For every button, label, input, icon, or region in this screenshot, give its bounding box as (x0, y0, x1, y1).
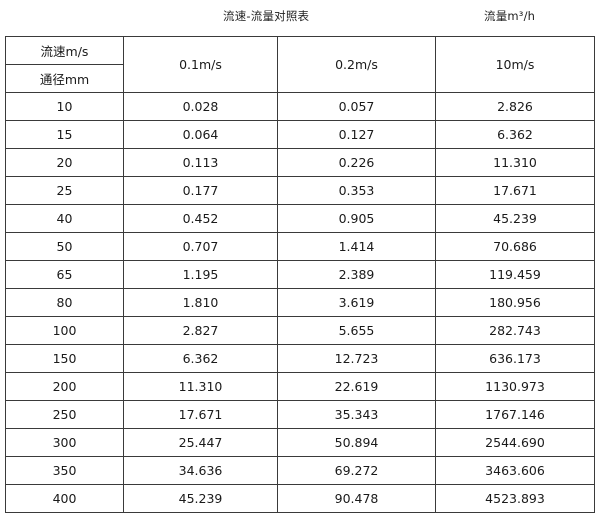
table-row: 150 6.362 12.723 636.173 (5, 344, 595, 373)
cell-flow-0-1ms: 11.310 (123, 372, 278, 401)
cell-flow-10ms: 70.686 (435, 232, 595, 261)
column-header-0-2-ms: 0.2m/s (277, 36, 436, 93)
cell-flow-0-2ms: 3.619 (277, 288, 436, 317)
cell-diameter: 250 (5, 400, 124, 429)
cell-flow-10ms: 4523.893 (435, 484, 595, 513)
cell-flow-0-2ms: 0.127 (277, 120, 436, 149)
table-row: 40 0.452 0.905 45.239 (5, 204, 595, 233)
cell-flow-0-2ms: 2.389 (277, 260, 436, 289)
cell-flow-0-2ms: 50.894 (277, 428, 436, 457)
table-row: 80 1.810 3.619 180.956 (5, 288, 595, 317)
cell-flow-0-1ms: 0.064 (123, 120, 278, 149)
table-row: 300 25.447 50.894 2544.690 (5, 428, 595, 457)
cell-diameter: 300 (5, 428, 124, 457)
cell-flow-0-2ms: 0.353 (277, 176, 436, 205)
table-row: 50 0.707 1.414 70.686 (5, 232, 595, 261)
cell-diameter: 80 (5, 288, 124, 317)
cell-flow-0-1ms: 34.636 (123, 456, 278, 485)
table-row: 65 1.195 2.389 119.459 (5, 260, 595, 289)
cell-flow-0-2ms: 69.272 (277, 456, 436, 485)
table-row: 25 0.177 0.353 17.671 (5, 176, 595, 205)
cell-diameter: 50 (5, 232, 124, 261)
cell-flow-0-2ms: 35.343 (277, 400, 436, 429)
cell-flow-0-1ms: 0.452 (123, 204, 278, 233)
cell-flow-0-1ms: 25.447 (123, 428, 278, 457)
cell-flow-10ms: 6.362 (435, 120, 595, 149)
cell-flow-10ms: 119.459 (435, 260, 595, 289)
corner-header-diameter-label: 通径mm (5, 64, 124, 93)
cell-flow-0-2ms: 5.655 (277, 316, 436, 345)
table-header-row-top: 流速m/s 0.1m/s 0.2m/s 10m/s (5, 36, 595, 93)
cell-flow-10ms: 282.743 (435, 316, 595, 345)
cell-flow-0-2ms: 22.619 (277, 372, 436, 401)
cell-flow-0-2ms: 0.057 (277, 92, 436, 121)
cell-diameter: 100 (5, 316, 124, 345)
table-row: 100 2.827 5.655 282.743 (5, 316, 595, 345)
cell-flow-10ms: 2544.690 (435, 428, 595, 457)
cell-flow-0-1ms: 0.113 (123, 148, 278, 177)
flow-velocity-table: 流速m/s 0.1m/s 0.2m/s 10m/s 通径mm 10 0.028 … (5, 36, 595, 513)
cell-diameter: 65 (5, 260, 124, 289)
table-row: 200 11.310 22.619 1130.973 (5, 372, 595, 401)
cell-diameter: 200 (5, 372, 124, 401)
main-title: 流速-流量对照表 (223, 9, 310, 23)
cell-diameter: 40 (5, 204, 124, 233)
cell-flow-0-2ms: 1.414 (277, 232, 436, 261)
column-header-0-1-ms: 0.1m/s (123, 36, 278, 93)
cell-flow-10ms: 11.310 (435, 148, 595, 177)
cell-diameter: 15 (5, 120, 124, 149)
cell-flow-10ms: 2.826 (435, 92, 595, 121)
cell-diameter: 10 (5, 92, 124, 121)
cell-flow-0-1ms: 17.671 (123, 400, 278, 429)
cell-flow-10ms: 180.956 (435, 288, 595, 317)
cell-flow-10ms: 45.239 (435, 204, 595, 233)
cell-flow-0-2ms: 12.723 (277, 344, 436, 373)
caption-bar: 流速-流量对照表 流量m³/h (0, 0, 600, 36)
table-row: 20 0.113 0.226 11.310 (5, 148, 595, 177)
table-row: 350 34.636 69.272 3463.606 (5, 456, 595, 485)
unit-title: 流量m³/h (484, 9, 536, 23)
cell-diameter: 400 (5, 484, 124, 513)
cell-flow-10ms: 636.173 (435, 344, 595, 373)
cell-diameter: 150 (5, 344, 124, 373)
flow-velocity-table-container: 流速m/s 0.1m/s 0.2m/s 10m/s 通径mm 10 0.028 … (5, 36, 595, 513)
corner-header-velocity-label: 流速m/s (5, 36, 124, 65)
table-row: 400 45.239 90.478 4523.893 (5, 484, 595, 513)
cell-flow-10ms: 1767.146 (435, 400, 595, 429)
cell-flow-0-1ms: 1.195 (123, 260, 278, 289)
table-row: 250 17.671 35.343 1767.146 (5, 400, 595, 429)
column-header-10-ms: 10m/s (435, 36, 595, 93)
cell-diameter: 25 (5, 176, 124, 205)
cell-flow-0-2ms: 90.478 (277, 484, 436, 513)
table-row: 15 0.064 0.127 6.362 (5, 120, 595, 149)
cell-flow-0-2ms: 0.226 (277, 148, 436, 177)
cell-diameter: 350 (5, 456, 124, 485)
cell-flow-0-1ms: 1.810 (123, 288, 278, 317)
table-header-row-bottom: 通径mm (5, 64, 595, 93)
cell-flow-10ms: 17.671 (435, 176, 595, 205)
cell-flow-0-1ms: 0.177 (123, 176, 278, 205)
cell-flow-0-1ms: 45.239 (123, 484, 278, 513)
cell-diameter: 20 (5, 148, 124, 177)
table-row: 10 0.028 0.057 2.826 (5, 92, 595, 121)
cell-flow-0-1ms: 0.707 (123, 232, 278, 261)
cell-flow-10ms: 1130.973 (435, 372, 595, 401)
cell-flow-0-1ms: 6.362 (123, 344, 278, 373)
table-body: 流速m/s 0.1m/s 0.2m/s 10m/s 通径mm 10 0.028 … (5, 36, 595, 513)
cell-flow-0-1ms: 2.827 (123, 316, 278, 345)
cell-flow-10ms: 3463.606 (435, 456, 595, 485)
cell-flow-0-2ms: 0.905 (277, 204, 436, 233)
cell-flow-0-1ms: 0.028 (123, 92, 278, 121)
